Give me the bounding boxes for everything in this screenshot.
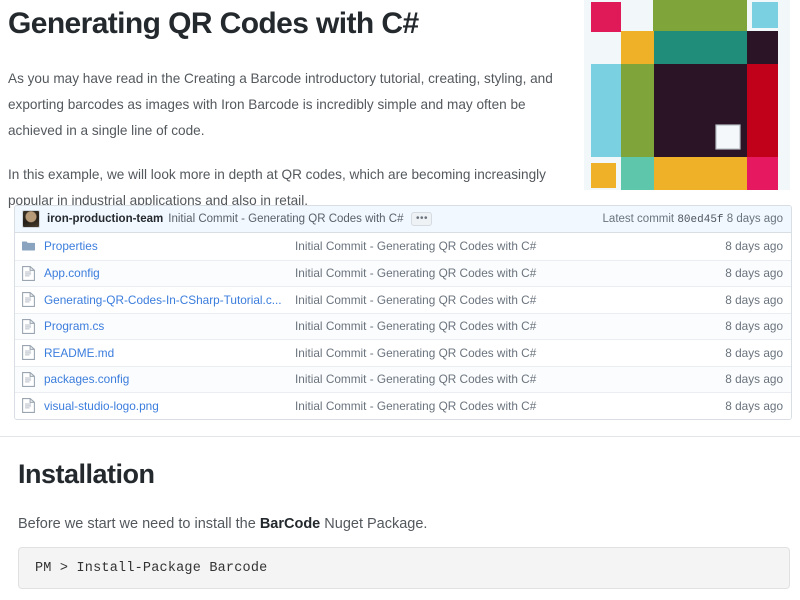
- installation-text-after: Nuget Package.: [320, 516, 428, 532]
- intro-paragraph-1: As you may have read in the Creating a B…: [8, 71, 553, 138]
- section-divider: [0, 436, 800, 437]
- file-row[interactable]: Properties Initial Commit - Generating QR…: [15, 233, 791, 260]
- qr-code-graphic: [584, 0, 790, 190]
- file-commit-age: 8 days ago: [725, 266, 783, 281]
- repo-latest-commit-header: iron-production-team Initial Commit - Ge…: [15, 206, 791, 233]
- file-icon: [22, 345, 35, 361]
- latest-commit-age: 8 days ago: [726, 212, 783, 225]
- file-commit-message[interactable]: Initial Commit - Generating QR Codes wit…: [295, 292, 537, 307]
- file-commit-message[interactable]: Initial Commit - Generating QR Codes wit…: [295, 372, 537, 387]
- file-row[interactable]: visual-studio-logo.png Initial Commit - G…: [15, 392, 791, 419]
- file-name-link[interactable]: Properties: [44, 239, 98, 254]
- file-name-link[interactable]: visual-studio-logo.png: [44, 398, 159, 413]
- file-icon: [22, 292, 35, 308]
- file-commit-age: 8 days ago: [725, 319, 783, 334]
- user-avatar[interactable]: [22, 210, 40, 228]
- file-commit-message[interactable]: Initial Commit - Generating QR Codes wit…: [295, 398, 537, 413]
- latest-commit-sha[interactable]: 80ed45f: [677, 213, 724, 226]
- repo-author-name[interactable]: iron-production-team: [47, 213, 164, 225]
- file-icon: [22, 265, 35, 281]
- installation-section: Installation Before we start we need to …: [0, 440, 800, 536]
- repository-file-list: iron-production-team Initial Commit - Ge…: [14, 205, 792, 420]
- file-commit-age: 8 days ago: [725, 398, 783, 413]
- install-command-text: PM > Install-Package Barcode: [35, 560, 268, 576]
- file-commit-message[interactable]: Initial Commit - Generating QR Codes wit…: [295, 266, 537, 281]
- file-row[interactable]: Generating-QR-Codes-In-CSharp-Tutorial.c…: [15, 286, 791, 313]
- file-name-link[interactable]: README.md: [44, 345, 115, 360]
- file-commit-age: 8 days ago: [725, 239, 783, 254]
- file-row[interactable]: packages.config Initial Commit - Generati…: [15, 365, 791, 392]
- file-icon: [22, 371, 35, 387]
- file-row[interactable]: Program.cs Initial Commit - Generating QR…: [15, 312, 791, 339]
- file-commit-message[interactable]: Initial Commit - Generating QR Codes wit…: [295, 345, 537, 360]
- article-intro: Generating QR Codes with C# As you may h…: [0, 0, 580, 214]
- installation-paragraph: Before we start we need to install the B…: [18, 492, 790, 536]
- repo-commit-message[interactable]: Initial Commit - Generating QR Codes wit…: [168, 213, 404, 225]
- file-row[interactable]: App.config Initial Commit - Generating QR…: [15, 259, 791, 286]
- install-command-code-block[interactable]: PM > Install-Package Barcode: [18, 547, 790, 589]
- folder-icon: [22, 239, 35, 254]
- file-commit-age: 8 days ago: [725, 345, 783, 360]
- installation-heading: Installation: [18, 459, 155, 489]
- file-rows-container: Properties Initial Commit - Generating QR…: [15, 233, 791, 419]
- file-name-link[interactable]: App.config: [44, 266, 100, 281]
- page-title: Generating QR Codes with C#: [8, 7, 419, 40]
- installation-text-before: Before we start we need to install the: [18, 516, 260, 532]
- file-icon: [22, 398, 35, 414]
- more-options-button[interactable]: •••: [411, 212, 433, 226]
- file-name-link[interactable]: Program.cs: [44, 319, 105, 334]
- file-commit-message[interactable]: Initial Commit - Generating QR Codes wit…: [295, 239, 537, 254]
- file-name-link[interactable]: Generating-QR-Codes-In-CSharp-Tutorial.c…: [44, 292, 282, 307]
- file-commit-age: 8 days ago: [725, 372, 783, 387]
- installation-text-bold: BarCode: [259, 516, 321, 532]
- intro-paragraph-2: In this example, we will look more in de…: [8, 167, 546, 208]
- file-row[interactable]: README.md Initial Commit - Generating QR …: [15, 339, 791, 366]
- file-commit-age: 8 days ago: [725, 292, 783, 307]
- qr-code-image: [580, 0, 796, 194]
- latest-commit-label: Latest commit: [602, 212, 675, 225]
- file-name-link[interactable]: packages.config: [44, 372, 130, 387]
- latest-commit-info: Latest commit 80ed45f 8 days ago: [603, 213, 783, 226]
- file-icon: [22, 318, 35, 334]
- file-commit-message[interactable]: Initial Commit - Generating QR Codes wit…: [295, 319, 537, 334]
